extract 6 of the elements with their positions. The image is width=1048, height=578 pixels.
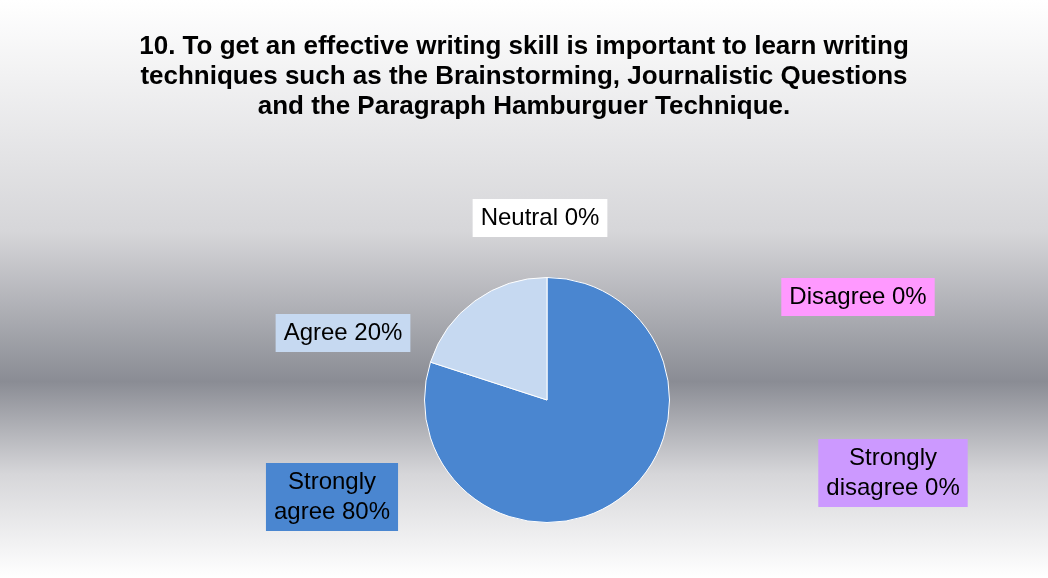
category-label: Disagree 0%	[789, 281, 927, 309]
slice-label: Strongly agree 80%	[273, 466, 391, 524]
category-label: Neutral 0%	[480, 202, 600, 230]
chart-title: 10. To get an effective writing skill is important to learn writing techniques such as the Brainstorming, Journalistic Questions and the Paragraph Hamburguer Technique.	[138, 30, 910, 120]
slice-label: Agree 20%	[283, 317, 403, 345]
category-label: Strongly disagree 0%	[826, 442, 960, 500]
